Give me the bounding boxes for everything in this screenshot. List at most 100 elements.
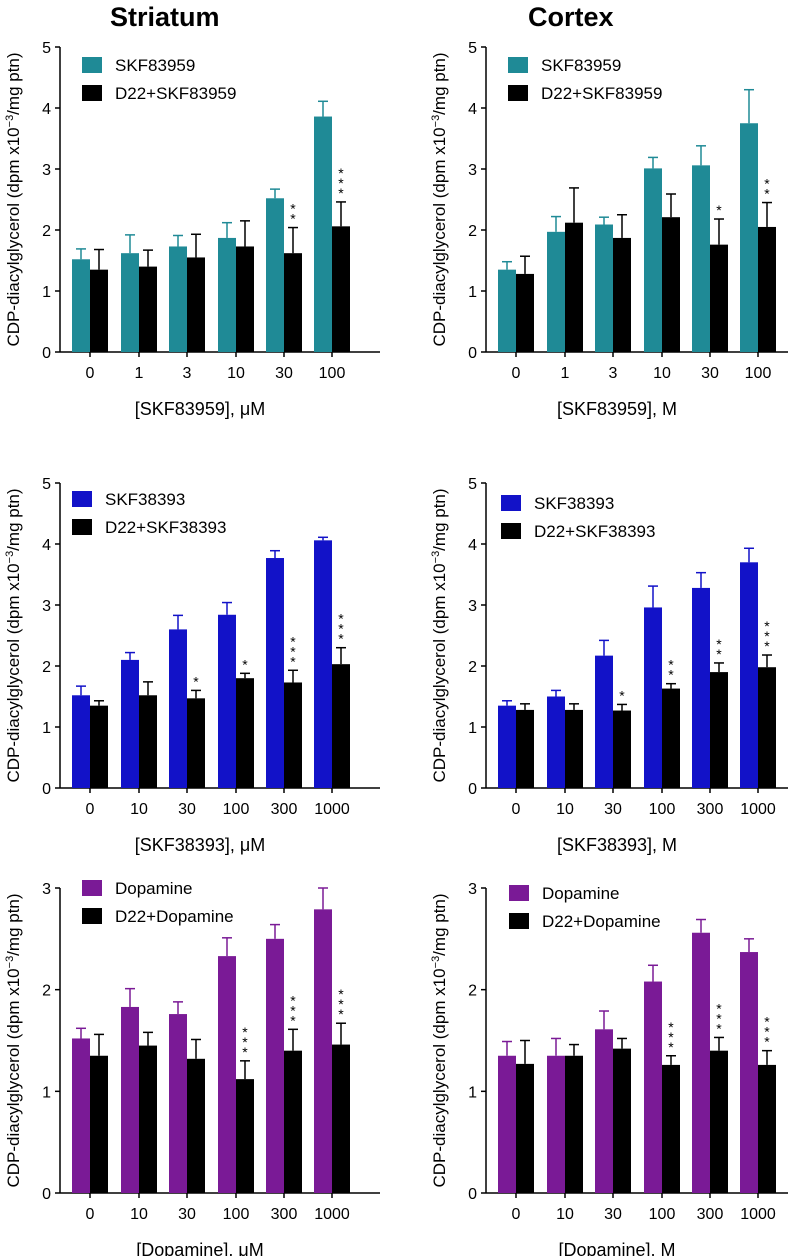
significance-label: * * * xyxy=(338,611,344,647)
y-tick-label: 1 xyxy=(468,1084,477,1101)
significance-star: * xyxy=(764,628,770,644)
y-axis-title-main: CDP-diacylglycerol (dpm x10 xyxy=(430,127,449,346)
bar xyxy=(332,1044,350,1193)
y-tick-label: 4 xyxy=(42,537,51,554)
bar xyxy=(266,558,284,788)
significance-star: * xyxy=(290,1012,296,1028)
significance-star: * xyxy=(338,996,344,1012)
legend-swatch xyxy=(509,885,529,901)
legend-swatch xyxy=(82,880,102,896)
legend-swatch xyxy=(508,57,528,73)
significance-star: * xyxy=(290,643,296,659)
significance-star: * xyxy=(242,656,248,672)
legend-swatch xyxy=(508,85,528,101)
y-axis-title: CDP-diacylglycerol (dpm x10−3/mg ptn) xyxy=(430,893,449,1187)
y-axis-title-main: CDP-diacylglycerol (dpm x10 xyxy=(4,127,23,346)
x-tick-label: 10 xyxy=(653,365,671,382)
significance-star: * xyxy=(338,621,344,637)
x-tick-label: 30 xyxy=(604,1206,622,1223)
bar xyxy=(72,259,90,352)
bar xyxy=(314,116,332,352)
bar xyxy=(169,1014,187,1193)
bar xyxy=(332,226,350,352)
y-axis-title: CDP-diacylglycerol (dpm x10−3/mg ptn) xyxy=(430,488,449,782)
significance-label: * * * xyxy=(290,992,296,1028)
significance-star: * xyxy=(338,165,344,181)
significance-star: * xyxy=(193,673,199,689)
significance-star: * xyxy=(338,185,344,201)
x-tick-label: 3 xyxy=(183,365,192,382)
bar xyxy=(758,226,776,352)
y-tick-label: 5 xyxy=(468,476,477,493)
bar xyxy=(644,607,662,788)
bar xyxy=(740,562,758,788)
legend-swatch xyxy=(82,908,102,924)
bar xyxy=(595,224,613,352)
legend-label: Dopamine xyxy=(115,879,193,898)
bar xyxy=(565,1055,583,1193)
x-tick-label: 1 xyxy=(561,365,570,382)
significance-label: * * xyxy=(290,201,296,227)
bar xyxy=(218,614,236,788)
bar xyxy=(72,695,90,788)
significance-star: * xyxy=(668,1019,674,1035)
bar xyxy=(266,938,284,1193)
x-tick-label: 100 xyxy=(319,365,346,382)
y-tick-label: 0 xyxy=(42,1186,51,1203)
bar xyxy=(314,540,332,788)
significance-star: * xyxy=(668,667,674,683)
y-tick-label: 3 xyxy=(468,881,477,898)
y-axis-title-exponent: −3 xyxy=(430,956,442,969)
y-tick-label: 1 xyxy=(42,720,51,737)
legend-swatch xyxy=(72,491,92,507)
y-axis-title-main: CDP-diacylglycerol (dpm x10 xyxy=(4,563,23,782)
legend-label: SKF83959 xyxy=(541,56,621,75)
y-tick-label: 5 xyxy=(42,476,51,493)
bar xyxy=(266,198,284,352)
y-tick-label: 3 xyxy=(42,881,51,898)
significance-star: * xyxy=(290,1002,296,1018)
x-axis-title: [SKF83959], μM xyxy=(135,399,265,419)
bar xyxy=(218,956,236,1193)
x-tick-label: 30 xyxy=(178,1206,196,1223)
significance-star: * xyxy=(764,638,770,654)
y-tick-label: 0 xyxy=(468,1186,477,1203)
significance-star: * xyxy=(338,631,344,647)
significance-star: * xyxy=(668,1029,674,1045)
y-tick-label: 0 xyxy=(42,345,51,362)
significance-label: * xyxy=(619,687,625,703)
bar xyxy=(121,253,139,352)
bar xyxy=(547,231,565,352)
bar xyxy=(139,695,157,788)
x-axis-title: [SKF38393], μM xyxy=(135,835,265,855)
bar xyxy=(236,1079,254,1193)
bar xyxy=(314,909,332,1193)
y-tick-label: 2 xyxy=(468,659,477,676)
x-tick-label: 300 xyxy=(697,1206,724,1223)
significance-star: * xyxy=(668,657,674,673)
bar xyxy=(595,655,613,788)
significance-star: * xyxy=(716,646,722,662)
bar xyxy=(284,1050,302,1193)
y-tick-label: 0 xyxy=(468,781,477,798)
x-tick-label: 10 xyxy=(227,365,245,382)
significance-star: * xyxy=(290,653,296,669)
x-tick-label: 1000 xyxy=(740,801,776,818)
x-tick-label: 30 xyxy=(275,365,293,382)
legend-label: D22+SKF83959 xyxy=(541,84,662,103)
y-axis-title-exponent: −3 xyxy=(4,551,16,564)
significance-star: * xyxy=(338,175,344,191)
significance-star: * xyxy=(338,1006,344,1022)
y-tick-label: 5 xyxy=(468,40,477,57)
significance-label: * * * xyxy=(764,618,770,654)
significance-star: * xyxy=(338,611,344,627)
significance-star: * xyxy=(338,986,344,1002)
legend-swatch xyxy=(501,495,521,511)
bar xyxy=(121,1006,139,1193)
x-tick-label: 300 xyxy=(697,801,724,818)
bar xyxy=(595,1029,613,1193)
